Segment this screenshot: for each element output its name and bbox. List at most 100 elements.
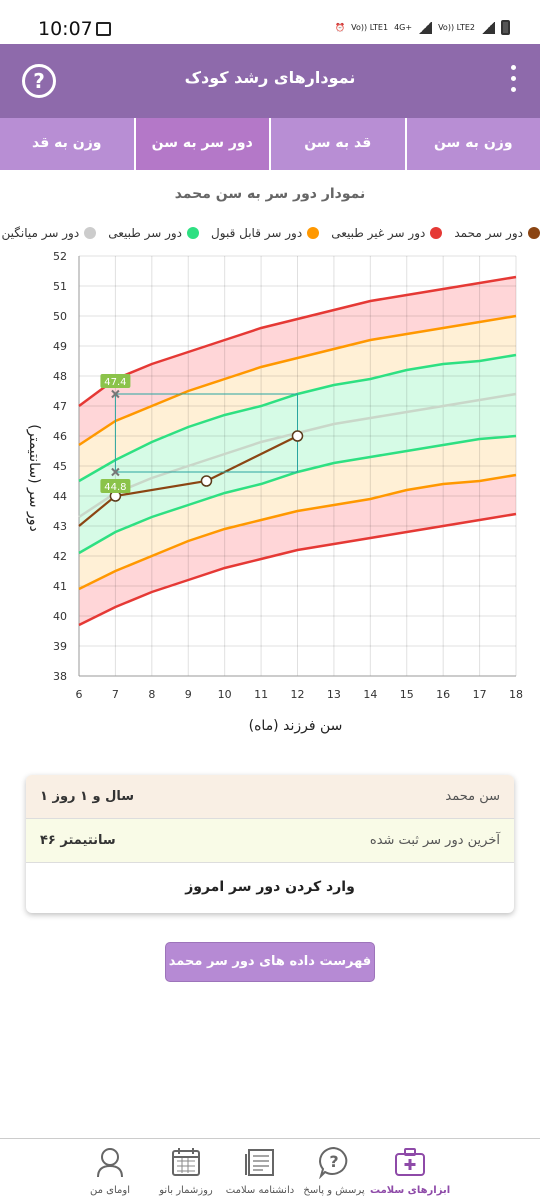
y-tick-label: 39	[53, 640, 67, 653]
help-button[interactable]: ?	[22, 64, 56, 98]
x-tick-label: 6	[76, 688, 83, 701]
data-point	[200, 475, 213, 487]
band-acceptable-upper	[79, 316, 516, 481]
y-tick-label: 48	[53, 370, 67, 383]
y-tick-label: 47	[53, 400, 67, 413]
x-tick-label: 16	[436, 688, 450, 701]
data-list-button[interactable]: فهرست داده های دور سر محمد	[165, 942, 375, 982]
chart-tabs: وزن به قد دور سر به سن قد به سن وزن به س…	[0, 118, 540, 170]
menu-dot-icon	[510, 76, 516, 81]
marker-badge	[100, 479, 131, 493]
summary-card: سن محمد ۱ سال و ۱ روز آخرین دور سر ثبت ش…	[26, 775, 514, 913]
series-line	[78, 473, 517, 591]
sim2-indicator: Vo)) LTE2	[438, 23, 475, 32]
age-row: سن محمد ۱ سال و ۱ روز	[26, 775, 514, 819]
y-tick-label: 42	[53, 550, 67, 563]
network-indicator: 4G+	[394, 23, 413, 32]
nav-label: اومای من	[90, 1185, 130, 1196]
x-tick-label: 13	[327, 688, 341, 701]
marker-badge	[100, 374, 131, 388]
age-value: ۱ سال و ۱ روز	[40, 789, 135, 804]
nav-label: روزشمار بانو	[159, 1185, 213, 1196]
nav-label: پرسش و پاسخ	[303, 1185, 365, 1196]
legend-item: دور سر میانگین	[2, 226, 97, 240]
chart-title: نمودار دور سر به سن محمد	[174, 186, 366, 202]
battery-icon	[501, 20, 510, 35]
y-tick-label: 41	[53, 580, 67, 593]
x-tick-label: 14	[363, 688, 377, 701]
chart-legend: دور سر محمد دور سر غیر طبیعی دور سر قابل ق…	[0, 226, 540, 246]
legend-swatch	[528, 227, 540, 239]
signal-icon	[418, 21, 433, 34]
marker-label: 44.8	[104, 482, 126, 493]
band-acceptable-lower	[79, 436, 516, 589]
x-axis-label: سن فرزند (ماه)	[249, 718, 343, 734]
x-tick-label: 8	[148, 688, 155, 701]
svg-text:?: ?	[329, 1152, 338, 1171]
x-tick-label: 18	[509, 688, 523, 701]
tab-height-to-age[interactable]: قد به سن	[269, 118, 405, 170]
sim1-indicator: Vo)) LTE1	[351, 23, 389, 32]
series-line	[78, 512, 517, 627]
y-tick-label: 49	[53, 340, 67, 353]
overflow-menu-button[interactable]	[508, 65, 518, 97]
nav-label: دانشنامه سلامت	[225, 1185, 295, 1196]
last-measurement-row: آخرین دور سر ثبت شده ۴۶ سانتیمتر	[26, 819, 514, 863]
y-tick-label: 45	[53, 460, 67, 473]
help-icon: ?	[33, 69, 45, 93]
x-tick-label: 12	[291, 688, 305, 701]
bottom-nav: اومای من روزشمار بانو دانشنامه سلامت ? پ…	[0, 1138, 540, 1200]
y-tick-label: 40	[53, 610, 67, 623]
legend-item: دور سر طبیعی	[108, 226, 200, 240]
nav-label: ابزارهای سلامت	[370, 1185, 451, 1196]
data-point	[291, 430, 304, 442]
page-title: نمودارهای رشد کودک	[184, 68, 356, 87]
y-tick-label: 50	[53, 310, 67, 323]
legend-swatch	[187, 227, 200, 239]
tab-weight-to-height[interactable]: وزن به قد	[32, 135, 102, 151]
health-kit-icon	[395, 1148, 425, 1176]
last-measurement-label: آخرین دور سر ثبت شده	[369, 833, 500, 848]
marker-x	[111, 389, 120, 399]
band-abnormal-upper	[79, 277, 516, 445]
x-tick-label: 9	[185, 688, 192, 701]
age-label: سن محمد	[445, 789, 500, 804]
x-tick-label: 10	[218, 688, 232, 701]
y-tick-label: 43	[53, 520, 67, 533]
legend-swatch	[84, 227, 97, 239]
growth-chart-svg: 6 7 8 9 10 11 12 13 14 15 16 17 18 38 39 40 41 42 43 44 45 46…	[26, 250, 523, 734]
calendar-icon	[172, 1148, 200, 1176]
legend-label: دور سر قابل قبول	[211, 226, 303, 240]
y-tick-label: 51	[53, 280, 67, 293]
legend-swatch	[430, 227, 443, 239]
enter-today-button[interactable]: وارد کردن دور سر امروز	[185, 879, 355, 895]
y-tick-label: 46	[53, 430, 67, 443]
nav-item-calendar[interactable]: روزشمار بانو	[146, 1143, 226, 1196]
nav-item-qa[interactable]: ? پرسش و پاسخ	[294, 1143, 374, 1196]
y-tick-label: 38	[53, 670, 67, 683]
menu-dot-icon	[510, 65, 516, 70]
legend-label: دور سر میانگین	[1, 226, 80, 240]
growth-chart: 6 7 8 9 10 11 12 13 14 15 16 17 18 38 39 40 41 42 43 44 45 46…	[0, 246, 540, 756]
gallery-icon	[96, 22, 111, 36]
tab-head-circumference[interactable]: دور سر به سن	[133, 118, 269, 170]
y-axis-label: دور سر (سانتیمتر)	[26, 424, 42, 531]
nav-item-encyclopedia[interactable]: دانشنامه سلامت	[220, 1143, 300, 1196]
nav-item-my-profile[interactable]: اومای من	[70, 1143, 150, 1196]
legend-item: دور سر محمد	[454, 226, 540, 240]
x-tick-label: 15	[400, 688, 414, 701]
marker-label: 47.4	[104, 377, 126, 388]
x-tick-label: 17	[473, 688, 487, 701]
series-line	[78, 435, 298, 527]
app-bar: ? نمودارهای رشد کودک	[0, 44, 540, 118]
legend-item: دور سر غیر طبیعی	[331, 226, 443, 240]
tab-weight-to-age[interactable]: وزن به سن	[404, 118, 540, 170]
y-tick-label: 44	[53, 490, 67, 503]
x-tick-label: 11	[254, 688, 268, 701]
legend-swatch	[307, 227, 320, 239]
status-time: 10:07	[38, 18, 93, 40]
status-indicators: ⏰ Vo)) LTE1 4G+ Vo)) LTE2	[335, 20, 510, 35]
legend-label: دور سر غیر طبیعی	[331, 226, 426, 240]
nav-item-health-tools[interactable]: ابزارهای سلامت	[370, 1143, 450, 1196]
alarm-icon: ⏰	[335, 23, 346, 32]
